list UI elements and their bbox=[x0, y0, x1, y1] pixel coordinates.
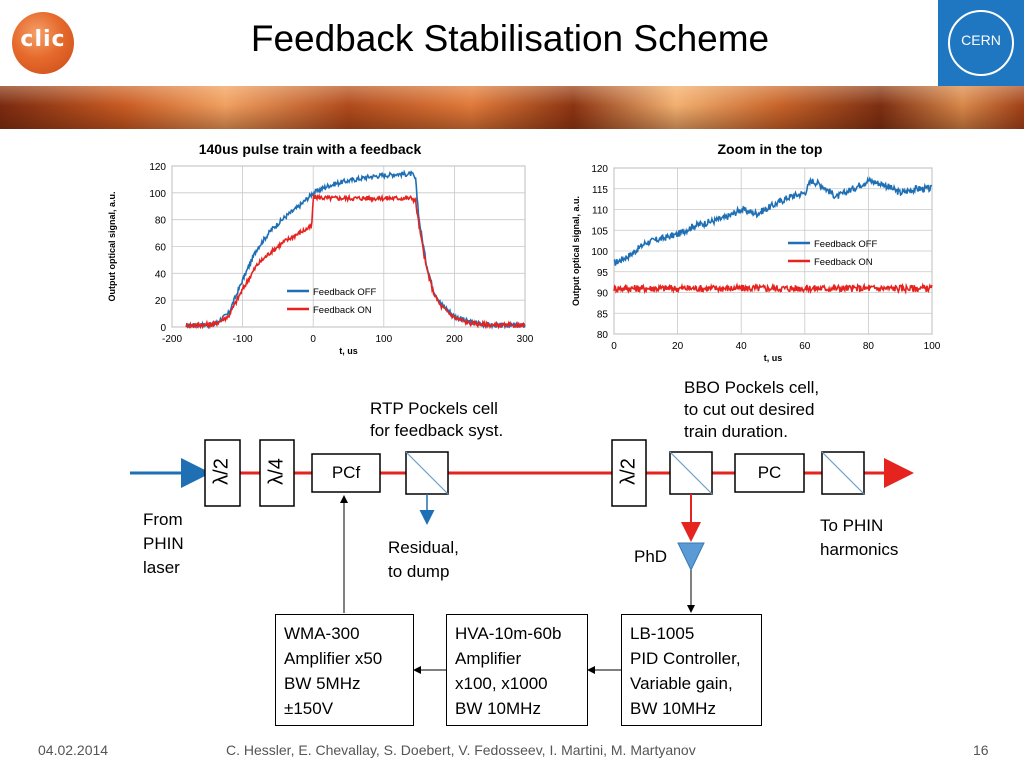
y-tick-label: 120 bbox=[149, 162, 166, 173]
header-banner-image bbox=[0, 86, 1024, 129]
lambda-quarter-label: λ/4 bbox=[265, 458, 288, 485]
y-axis-label: Output optical signal, a.u. bbox=[107, 191, 117, 301]
y-tick-label: 105 bbox=[591, 226, 608, 237]
footer-authors: C. Hessler, E. Chevallay, S. Doebert, V.… bbox=[226, 742, 696, 758]
clic-logo-text: clic bbox=[20, 27, 66, 52]
lambda-half-label-2: λ/2 bbox=[617, 458, 640, 485]
x-tick-label: 100 bbox=[924, 341, 941, 352]
hva-amplifier-text: HVA-10m-60b Amplifier x100, x1000 BW 10M… bbox=[455, 624, 562, 718]
legend-label: Feedback ON bbox=[313, 305, 372, 316]
bbo-pockels-label: BBO Pockels cell, to cut out desired tra… bbox=[684, 378, 820, 441]
y-tick-label: 100 bbox=[149, 189, 166, 200]
x-tick-label: 100 bbox=[375, 334, 392, 345]
series-line-feedback-on bbox=[613, 282, 933, 295]
chart1-title: 140us pulse train with a feedback bbox=[198, 141, 422, 157]
y-tick-label: 90 bbox=[597, 289, 609, 300]
cern-logo-text: CERN bbox=[961, 32, 1001, 48]
y-tick-label: 85 bbox=[597, 309, 609, 320]
y-tick-label: 60 bbox=[155, 243, 167, 254]
legend-label: Feedback ON bbox=[814, 257, 873, 268]
half-wave-plate-1 bbox=[204, 439, 241, 507]
series-line-feedback-on bbox=[185, 193, 526, 330]
x-tick-label: -100 bbox=[233, 334, 253, 345]
y-tick-label: 40 bbox=[155, 269, 167, 280]
x-tick-label: 0 bbox=[310, 334, 316, 345]
pcf-label: PCf bbox=[331, 463, 361, 482]
lb-pid-controller-box: LB-1005 PID Controller, Variable gain, B… bbox=[621, 614, 762, 726]
pc-pockels-cell bbox=[734, 453, 805, 493]
legend-label: Feedback OFF bbox=[814, 239, 878, 250]
y-tick-label: 120 bbox=[591, 164, 608, 175]
to-phin-label: To PHIN harmonics bbox=[820, 516, 899, 559]
x-tick-label: 20 bbox=[672, 341, 684, 352]
clic-logo: clic bbox=[12, 12, 74, 74]
lb-pid-controller-text: LB-1005 PID Controller, Variable gain, B… bbox=[630, 624, 741, 718]
chart2-title: Zoom in the top bbox=[717, 141, 823, 157]
pc-label: PC bbox=[757, 463, 782, 482]
cern-logo: CERN bbox=[938, 0, 1024, 86]
residual-label: Residual, to dump bbox=[388, 538, 459, 581]
wma-amplifier-text: WMA-300 Amplifier x50 BW 5MHz ±150V bbox=[284, 624, 383, 718]
x-tick-label: 0 bbox=[611, 341, 617, 352]
chart-pulse-train: 0 20 40 60 80 100 120 -200 -100 0 100 200 300 t, us Ou… bbox=[107, 162, 534, 356]
x-tick-label: 200 bbox=[446, 334, 463, 345]
series-line-feedback-off bbox=[613, 176, 933, 266]
x-tick-label: -200 bbox=[162, 334, 182, 345]
y-tick-label: 0 bbox=[160, 323, 166, 334]
photodiode-icon bbox=[677, 542, 705, 572]
half-wave-plate-2 bbox=[611, 439, 647, 507]
x-tick-label: 40 bbox=[736, 341, 748, 352]
wma-amplifier-box: WMA-300 Amplifier x50 BW 5MHz ±150V bbox=[275, 614, 414, 726]
rtp-pockels-label: RTP Pockels cell for feedback syst. bbox=[370, 399, 504, 440]
y-tick-label: 20 bbox=[155, 296, 167, 307]
hva-amplifier-box: HVA-10m-60b Amplifier x100, x1000 BW 10M… bbox=[446, 614, 588, 726]
chart-zoom-top: 80 85 90 95 100 105 110 115 120 0 20 40 60 80 100 t, us… bbox=[571, 164, 941, 363]
x-axis-label: t, us bbox=[764, 353, 783, 363]
y-tick-label: 110 bbox=[592, 206, 608, 217]
phd-label: PhD bbox=[634, 547, 668, 566]
x-tick-label: 60 bbox=[799, 341, 811, 352]
optical-scheme-diagram bbox=[130, 439, 914, 674]
from-phin-label: From PHIN laser bbox=[143, 510, 184, 577]
lambda-half-label-1: λ/2 bbox=[210, 458, 233, 485]
y-tick-label: 80 bbox=[155, 216, 167, 227]
slide-title: Feedback Stabilisation Scheme bbox=[250, 18, 770, 59]
y-axis-label: Output optical signal, a.u. bbox=[571, 196, 581, 306]
y-tick-label: 80 bbox=[597, 330, 609, 341]
legend-label: Feedback OFF bbox=[313, 287, 377, 298]
y-tick-label: 100 bbox=[591, 247, 608, 258]
quarter-wave-plate bbox=[259, 439, 295, 507]
footer-page-number: 16 bbox=[973, 742, 989, 758]
y-tick-label: 95 bbox=[597, 268, 609, 279]
x-tick-label: 300 bbox=[517, 334, 534, 345]
y-tick-label: 115 bbox=[592, 185, 608, 196]
pcf-pockels-cell bbox=[311, 453, 381, 493]
footer-date: 04.02.2014 bbox=[38, 742, 109, 758]
x-tick-label: 80 bbox=[863, 341, 875, 352]
x-axis-label: t, us bbox=[339, 346, 358, 356]
